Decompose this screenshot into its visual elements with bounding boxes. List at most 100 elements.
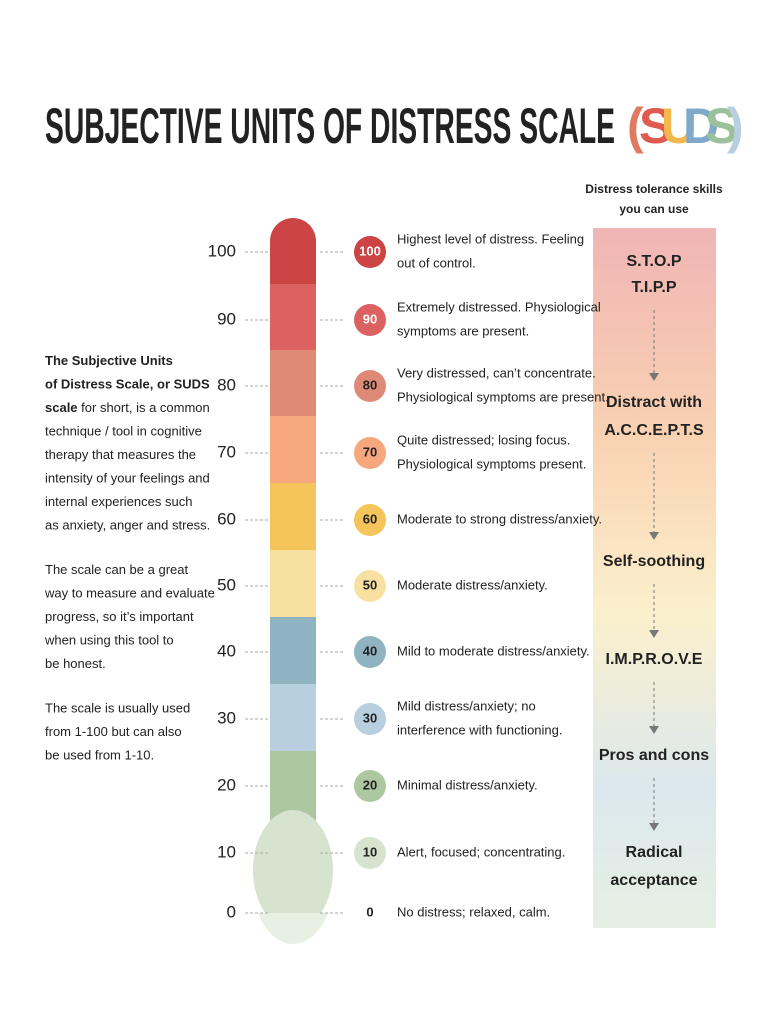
intro-text: when using this tool to bbox=[44, 633, 174, 648]
skill: S.T.O.P bbox=[626, 253, 681, 270]
intro-text: for short, is a common bbox=[78, 400, 210, 415]
level-description: interference with functioning. bbox=[397, 722, 562, 737]
level-badge bbox=[354, 636, 386, 668]
level-description: symptoms are present. bbox=[397, 323, 529, 338]
badge-number: 20 bbox=[363, 777, 377, 792]
intro-text: technique / tool in cognitive bbox=[45, 424, 202, 439]
badge-number: 100 bbox=[359, 243, 381, 258]
level-badge bbox=[354, 236, 386, 268]
intro-text: way to measure and evaluate bbox=[44, 586, 215, 601]
title-suffix-letter: ( bbox=[627, 98, 644, 154]
level-badge bbox=[354, 703, 386, 735]
intro-text: therapy that measures the bbox=[45, 447, 196, 462]
level-description: out of control. bbox=[397, 255, 476, 270]
thermo-segment bbox=[270, 218, 316, 284]
title-suffix-letter: D bbox=[683, 98, 719, 154]
skills-panel bbox=[593, 228, 716, 928]
thermo-bulb-bottom bbox=[258, 913, 328, 944]
title: SUBJECTIVE UNITS OF DISTRESS SCALE bbox=[45, 98, 615, 154]
scale-label: 100 bbox=[208, 241, 236, 260]
badge-number: 70 bbox=[363, 444, 377, 459]
title-suffix-letter: ) bbox=[727, 98, 744, 154]
arrow-head bbox=[649, 532, 659, 540]
intro-bold: of Distress Scale, or SUDS bbox=[45, 377, 210, 392]
intro-text: The scale can be a great bbox=[45, 562, 188, 577]
intro-line: The scale can be a great bbox=[45, 562, 188, 577]
intro-text: progress, so it’s important bbox=[45, 609, 194, 624]
intro-line: of Distress Scale, or SUDS bbox=[45, 377, 210, 392]
badge-number: 60 bbox=[363, 511, 377, 526]
skill: I.M.P.R.O.V.E bbox=[606, 651, 703, 668]
intro-line: as anxiety, anger and stress. bbox=[45, 518, 210, 533]
intro-line: from 1-100 but can also bbox=[45, 724, 182, 739]
title-suffix-letter: S bbox=[639, 98, 672, 154]
arrow-head bbox=[649, 823, 659, 831]
level-description: No distress; relaxed, calm. bbox=[397, 904, 550, 919]
thermo-bulb bbox=[253, 810, 333, 930]
level-description: Moderate distress/anxiety. bbox=[397, 577, 548, 592]
scale-label: 30 bbox=[217, 708, 236, 727]
scale-label: 90 bbox=[217, 309, 236, 328]
badge-number: 10 bbox=[363, 844, 377, 859]
skill: acceptance bbox=[610, 872, 697, 889]
thermo-segment bbox=[270, 684, 316, 751]
arrow-head bbox=[649, 726, 659, 734]
scale-label: 20 bbox=[217, 775, 236, 794]
intro-line: be used from 1-10. bbox=[45, 748, 154, 763]
skill: Radical bbox=[626, 844, 683, 861]
skill: A.C.C.E.P.T.S bbox=[604, 422, 704, 439]
thermo-segment bbox=[270, 483, 316, 550]
level-badge bbox=[354, 770, 386, 802]
thermo-segment bbox=[270, 284, 316, 350]
level-description: Quite distressed; losing focus. bbox=[397, 432, 570, 447]
intro-text: internal experiences such bbox=[45, 494, 192, 509]
badge-number: 30 bbox=[363, 710, 377, 725]
intro-text: The scale is usually used bbox=[45, 701, 190, 716]
level-badge bbox=[354, 370, 386, 402]
intro-line: internal experiences such bbox=[45, 494, 192, 509]
skills-header: Distress tolerance skills bbox=[585, 182, 723, 196]
intro-text: from 1-100 but can also bbox=[45, 724, 182, 739]
badge-number: 40 bbox=[363, 643, 377, 658]
intro-line: be honest. bbox=[45, 656, 106, 671]
intro-text: be honest. bbox=[45, 656, 106, 671]
level-description: Alert, focused; concentrating. bbox=[397, 844, 565, 859]
intro-line: scale for short, is a common bbox=[45, 400, 210, 415]
level-description: Highest level of distress. Feeling bbox=[397, 231, 584, 246]
intro-line: way to measure and evaluate bbox=[44, 586, 215, 601]
badge-number: 90 bbox=[363, 311, 377, 326]
level-badge bbox=[354, 837, 386, 869]
scale-label: 40 bbox=[217, 641, 236, 660]
intro-bold: The Subjective Units bbox=[45, 353, 173, 368]
intro-line: The scale is usually used bbox=[45, 701, 190, 716]
thermo-segment bbox=[270, 550, 316, 617]
intro-line: technique / tool in cognitive bbox=[45, 424, 202, 439]
badge-number: 50 bbox=[363, 577, 377, 592]
title-suffix-letter: U bbox=[661, 98, 697, 154]
level-badge bbox=[354, 304, 386, 336]
level-description: Minimal distress/anxiety. bbox=[397, 777, 538, 792]
level-description: Mild to moderate distress/anxiety. bbox=[397, 643, 590, 658]
intro-bold: scale bbox=[45, 400, 78, 415]
intro-text: intensity of your feelings and bbox=[45, 471, 210, 486]
level-description: Physiological symptoms are present. bbox=[397, 389, 609, 404]
thermo-segment bbox=[270, 350, 316, 416]
intro-line: The Subjective Units bbox=[45, 353, 173, 368]
badge-number: 80 bbox=[363, 377, 377, 392]
thermo-segment bbox=[270, 617, 316, 684]
intro-line: when using this tool to bbox=[44, 633, 174, 648]
arrow-head bbox=[649, 630, 659, 638]
intro-line: intensity of your feelings and bbox=[45, 471, 210, 486]
skills-header: you can use bbox=[619, 202, 689, 216]
scale-label: 80 bbox=[217, 375, 236, 394]
scale-label: 60 bbox=[217, 509, 236, 528]
skill: Pros and cons bbox=[599, 747, 709, 764]
title-suffix-letter: S bbox=[705, 98, 738, 154]
level-description: Mild distress/anxiety; no bbox=[397, 698, 536, 713]
thermo-segment bbox=[270, 416, 316, 483]
arrow-head bbox=[649, 373, 659, 381]
level-badge bbox=[354, 570, 386, 602]
intro-line: therapy that measures the bbox=[45, 447, 196, 462]
scale-label: 0 bbox=[227, 902, 236, 921]
